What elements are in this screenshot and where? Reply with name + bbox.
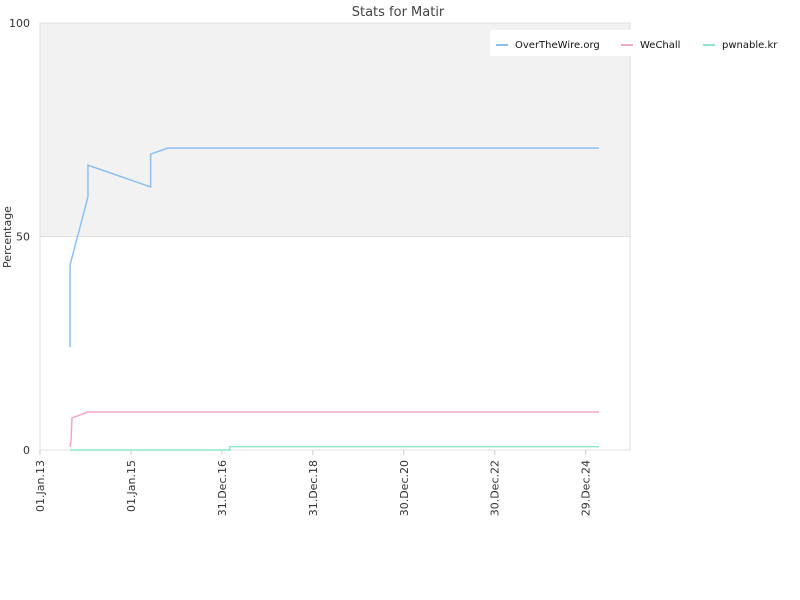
y-tick-label: 50 [16, 231, 30, 244]
chart-title: Stats for Matir [352, 5, 445, 20]
y-tick-label: 0 [23, 444, 30, 457]
legend: OverTheWire.org WeChall pwnable.kr [490, 30, 790, 56]
y-tick-label: 100 [9, 17, 30, 30]
series-line [69, 147, 599, 348]
x-tick-label: 29.Dec.24 [580, 460, 593, 516]
legend-label: OverTheWire.org [515, 40, 600, 51]
x-tick-label: 30.Dec.22 [489, 460, 502, 516]
series-line [70, 445, 599, 451]
legend-box [490, 30, 790, 56]
plot-band [40, 23, 630, 237]
legend-label: WeChall [640, 40, 680, 51]
series-line [69, 411, 599, 448]
x-tick-label: 01.Jan.15 [125, 460, 138, 512]
legend-label: pwnable.kr [722, 40, 778, 51]
x-tick-label: 31.Dec.16 [216, 460, 229, 516]
x-tick-label: 01.Jan.13 [34, 460, 47, 512]
x-tick-label: 31.Dec.18 [307, 460, 320, 516]
x-tick-label: 30.Dec.20 [398, 460, 411, 516]
y-axis-label: Percentage [1, 206, 14, 268]
